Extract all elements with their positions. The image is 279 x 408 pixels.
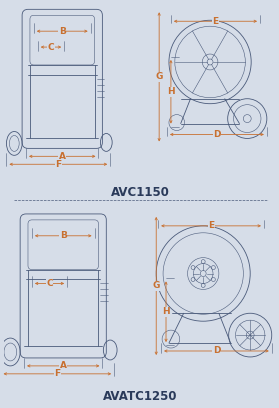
Text: H: H [167,87,175,96]
Text: AVC1150: AVC1150 [111,186,170,199]
Text: H: H [162,307,170,316]
Text: A: A [60,361,67,370]
Text: F: F [54,369,61,378]
Text: D: D [213,346,220,355]
Text: A: A [59,152,66,161]
Text: B: B [60,231,67,240]
Text: C: C [48,42,54,51]
Text: G: G [153,282,160,290]
Text: AVATC1250: AVATC1250 [103,390,178,403]
Text: G: G [155,72,163,81]
Text: F: F [55,160,61,169]
Text: D: D [213,130,221,139]
Text: B: B [59,27,66,35]
Text: E: E [212,17,218,26]
Text: E: E [208,222,214,231]
Text: C: C [46,279,53,288]
